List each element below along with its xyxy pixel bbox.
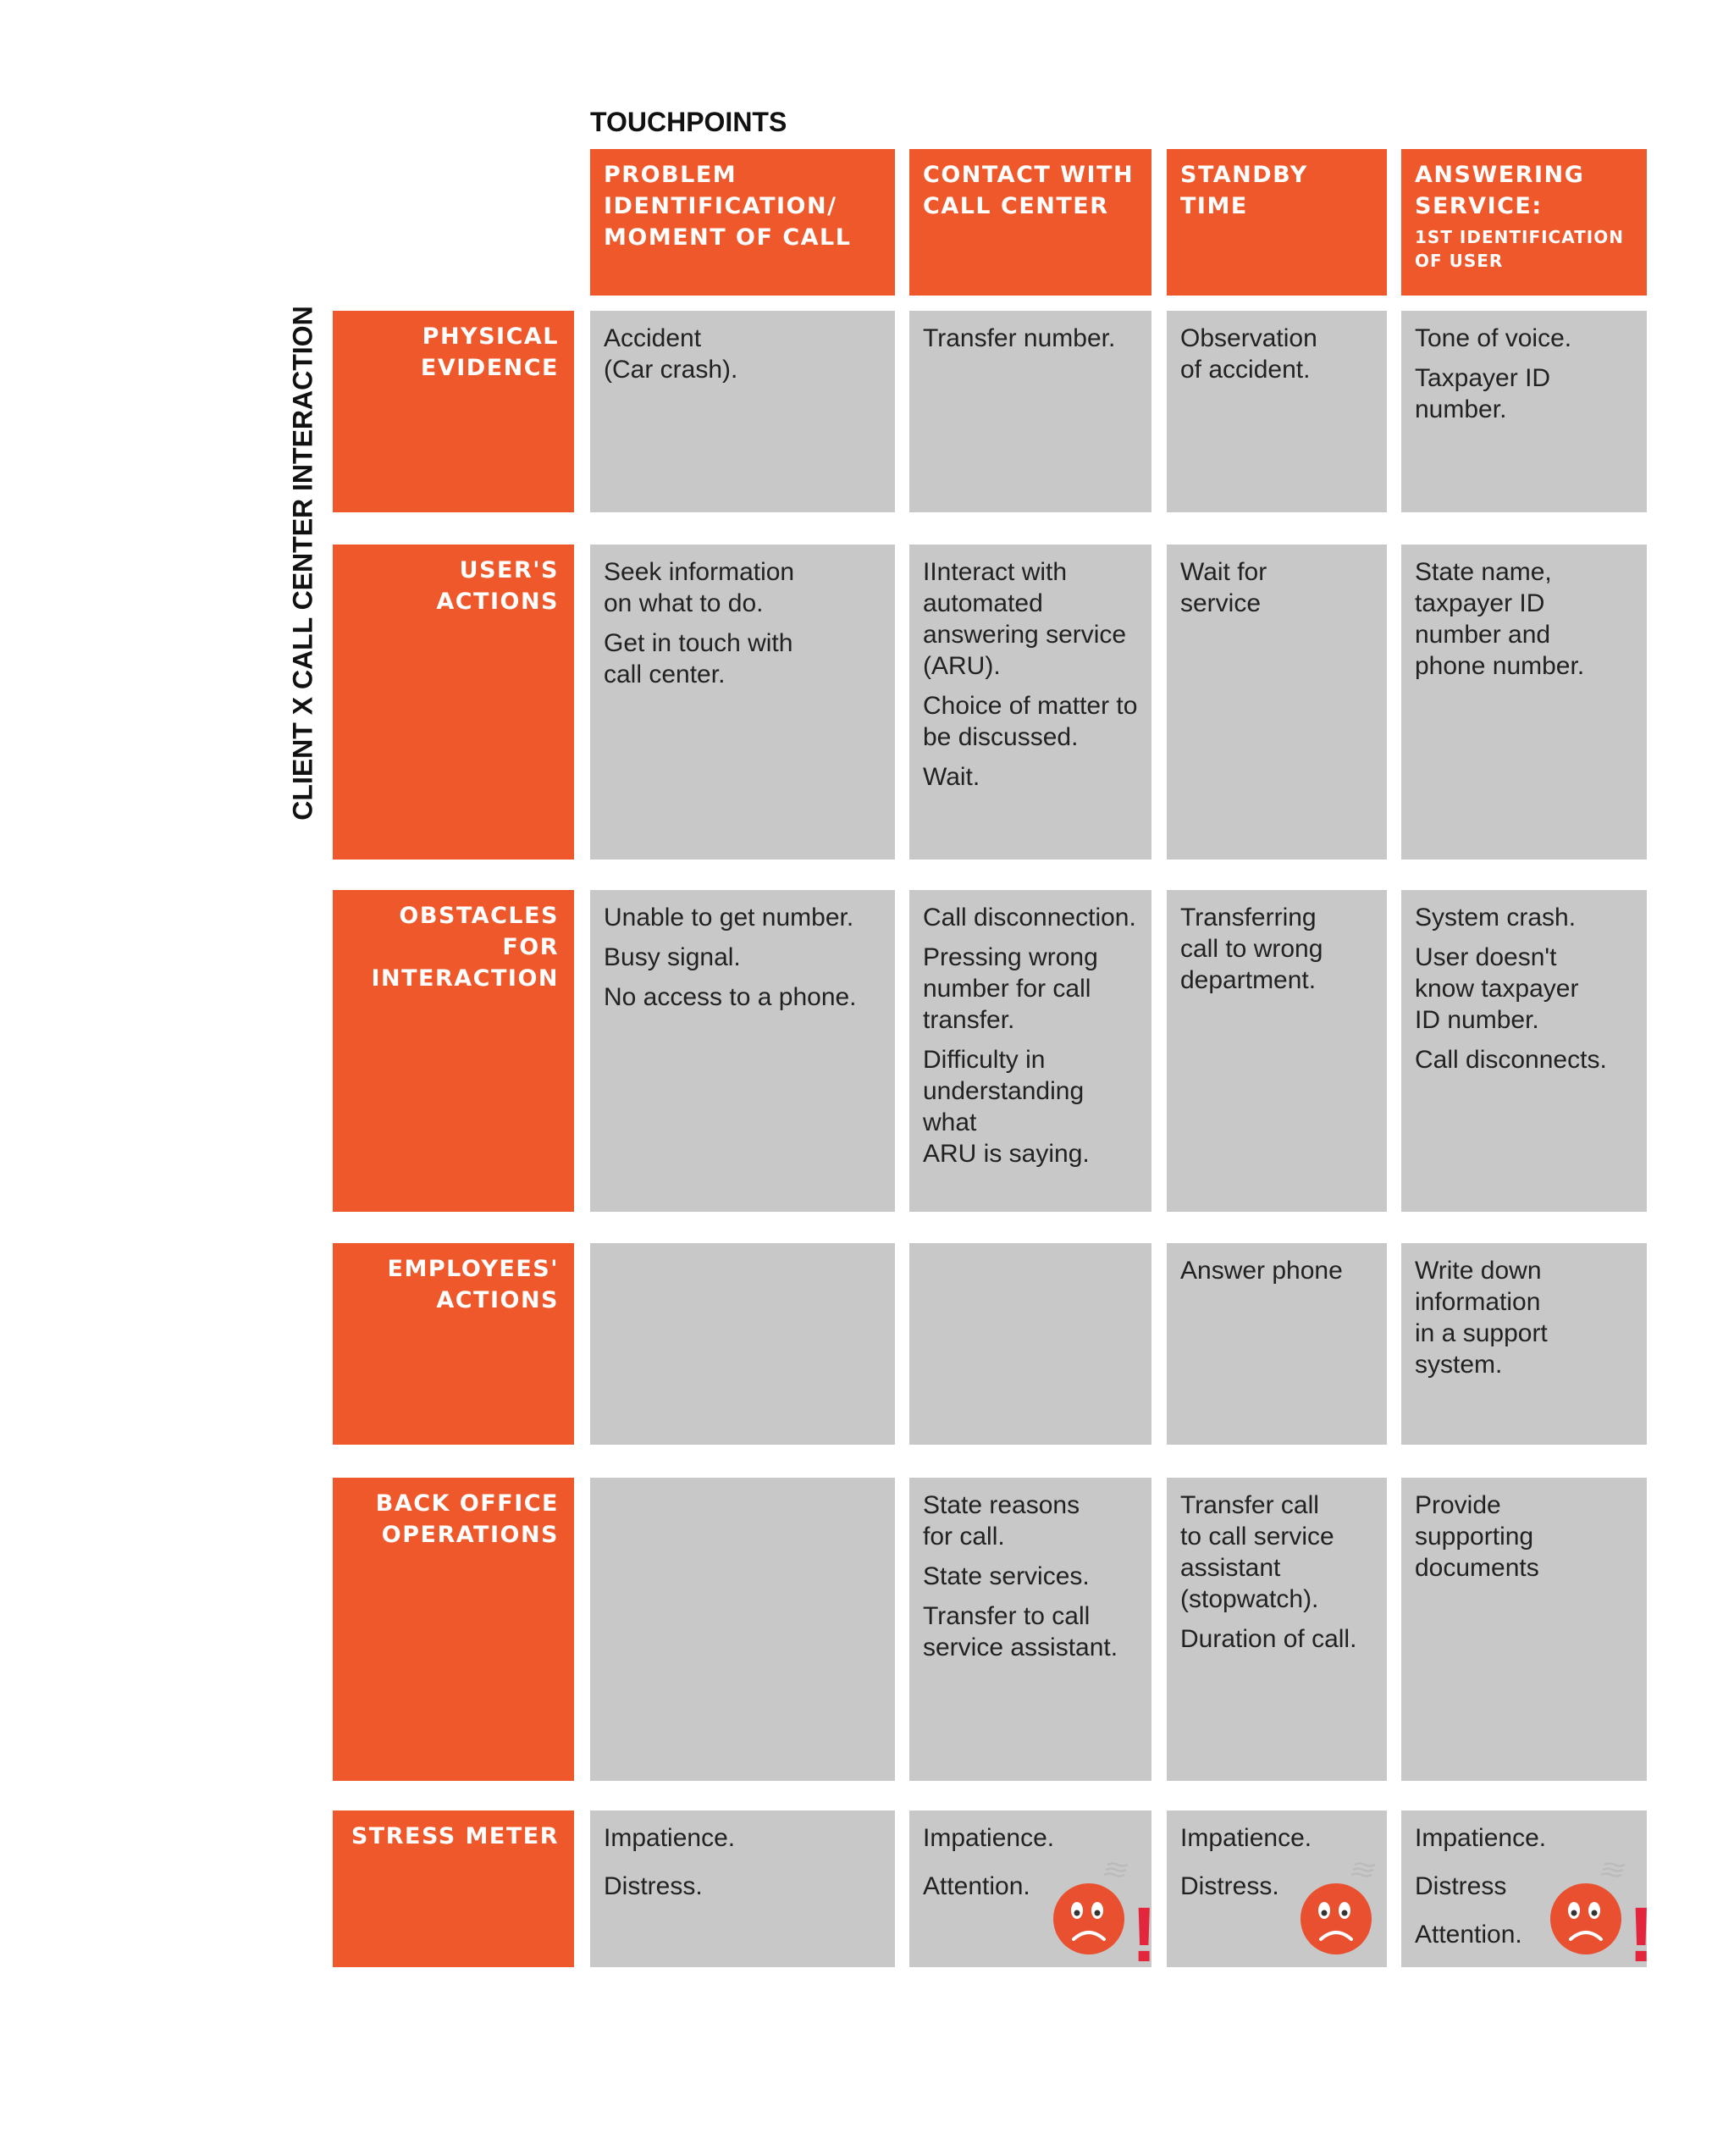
grid-cell: Accident (Car crash). — [590, 311, 895, 512]
grid-cell: Write down information in a support syst… — [1401, 1243, 1647, 1445]
grid-cell: Call disconnection. Pressing wrong number… — [909, 890, 1151, 1212]
cell-text: Impatience. — [604, 1824, 736, 1852]
cell-text: Transfer number. — [923, 324, 1116, 352]
row-label: STRESS METER — [333, 1810, 574, 1967]
cell-text: Provide supporting documents — [1415, 1491, 1539, 1582]
row-label: BACK OFFICE OPERATIONS — [333, 1478, 574, 1781]
grid-cell — [909, 1243, 1151, 1445]
steam-lines-icon — [1350, 1862, 1376, 1877]
cell-text: Transferring call to wrong department. — [1180, 904, 1323, 994]
row-label: USER'S ACTIONS — [333, 545, 574, 860]
cell-text: Distress — [1415, 1872, 1507, 1900]
cell-text: Attention. — [1415, 1921, 1522, 1949]
column-header: PROBLEM IDENTIFICATION/ MOMENT OF CALL — [590, 149, 895, 296]
cell-text: Seek information on what to do. — [604, 558, 795, 617]
cell-text: Busy signal. — [604, 943, 741, 971]
column-header-label: CONTACT WITH CALL CENTER — [923, 162, 1135, 219]
row-label: PHYSICAL EVIDENCE — [333, 311, 574, 512]
cell-text: Impatience. — [1415, 1824, 1547, 1852]
steam-lines-icon — [1600, 1862, 1626, 1877]
grid-cell: Observation of accident. — [1167, 311, 1387, 512]
column-header: CONTACT WITH CALL CENTER — [909, 149, 1151, 296]
cell-text: Accident (Car crash). — [604, 324, 738, 384]
touchpoints-title: TOUCHPOINTS — [590, 107, 787, 137]
cell-text: Taxpayer ID number. — [1415, 364, 1551, 423]
grid-cell: State name, taxpayer ID number and phone… — [1401, 545, 1647, 860]
cell-text: IInteract with automated answering servi… — [923, 558, 1127, 680]
cell-text: Unable to get number. — [604, 904, 854, 932]
exclamation-mark: ! — [1131, 1892, 1157, 1976]
cell-text: Call disconnects. — [1415, 1046, 1607, 1074]
grid-cell: Answer phone — [1167, 1243, 1387, 1445]
cell-text: Impatience. — [1180, 1824, 1312, 1852]
row-label: OBSTACLES FOR INTERACTION — [333, 890, 574, 1212]
cell-text: No access to a phone. — [604, 983, 857, 1011]
grid-cell: Seek information on what to do. Get in to… — [590, 545, 895, 860]
cell-text: Answer phone — [1180, 1257, 1343, 1285]
cell-text: Transfer to call service assistant. — [923, 1602, 1118, 1661]
grid-cell: IInteract with automated answering servi… — [909, 545, 1151, 860]
side-title: CLIENT X CALL CENTER INTERACTION — [287, 306, 318, 821]
cell-text: Transfer call to call service assistant … — [1180, 1491, 1334, 1613]
column-header: STANDBY TIME — [1167, 149, 1387, 296]
cell-text: Difficulty in understanding what ARU is … — [923, 1046, 1090, 1168]
grid-cell: Impatience. Distress. — [590, 1810, 895, 1967]
cell-text: Duration of call. — [1180, 1625, 1357, 1653]
cell-text: State services. — [923, 1562, 1090, 1590]
grid-cell — [590, 1478, 895, 1781]
sad-face-icon: ! — [1053, 1862, 1157, 1976]
cell-text: Attention. — [923, 1872, 1030, 1900]
column-header-sublabel: 1ST IDENTIFICATION OF USER — [1415, 227, 1624, 271]
sad-face-icon — [1300, 1862, 1376, 1954]
cell-text: User doesn't know taxpayer ID number. — [1415, 943, 1579, 1034]
cell-text: Pressing wrong number for call transfer. — [923, 943, 1098, 1034]
cell-text: Observation of accident. — [1180, 324, 1317, 384]
cell-text: Wait for service — [1180, 558, 1267, 617]
cell-text: Tone of voice. — [1415, 324, 1572, 352]
grid-cell: Unable to get number. Busy signal. No acce… — [590, 890, 895, 1212]
grid-cell: Transferring call to wrong department. — [1167, 890, 1387, 1212]
sad-face-icon: ! — [1550, 1862, 1654, 1976]
column-header: ANSWERING SERVICE: 1ST IDENTIFICATION OF … — [1401, 149, 1647, 296]
cell-text: Impatience. — [923, 1824, 1055, 1852]
column-header-label: STANDBY TIME — [1180, 162, 1308, 219]
grid-cell: Impatience. Attention. — [909, 1810, 1151, 1967]
cell-text: Call disconnection. — [923, 904, 1136, 932]
grid-cell: Transfer number. — [909, 311, 1151, 512]
grid-cell: Provide supporting documents — [1401, 1478, 1647, 1781]
steam-lines-icon — [1103, 1862, 1129, 1877]
cell-text: Distress. — [604, 1872, 703, 1900]
grid-cell: System crash. User doesn't know taxpayer … — [1401, 890, 1647, 1212]
cell-text: Choice of matter to be discussed. — [923, 692, 1138, 751]
grid-cell: Tone of voice. Taxpayer ID number. — [1401, 311, 1647, 512]
exclamation-mark: ! — [1628, 1892, 1654, 1976]
column-header-label: PROBLEM IDENTIFICATION/ MOMENT OF CALL — [604, 162, 852, 251]
grid-cell: Wait for service — [1167, 545, 1387, 860]
cell-text: State name, taxpayer ID number and phone… — [1415, 558, 1585, 680]
cell-text: Get in touch with call center. — [604, 629, 793, 688]
cell-text: Distress. — [1180, 1872, 1279, 1900]
cell-text: Wait. — [923, 763, 980, 791]
grid-cell: Impatience. Distress Attention. — [1401, 1810, 1647, 1967]
grid-cell: Transfer call to call service assistant … — [1167, 1478, 1387, 1781]
cell-text: State reasons for call. — [923, 1491, 1080, 1551]
cell-text: Write down information in a support syst… — [1415, 1257, 1548, 1379]
grid-cell: State reasons for call. State services. Tr… — [909, 1478, 1151, 1781]
row-label: EMPLOYEES' ACTIONS — [333, 1243, 574, 1445]
column-header-label: ANSWERING SERVICE: — [1415, 162, 1585, 219]
grid-cell — [590, 1243, 895, 1445]
cell-text: System crash. — [1415, 904, 1577, 932]
